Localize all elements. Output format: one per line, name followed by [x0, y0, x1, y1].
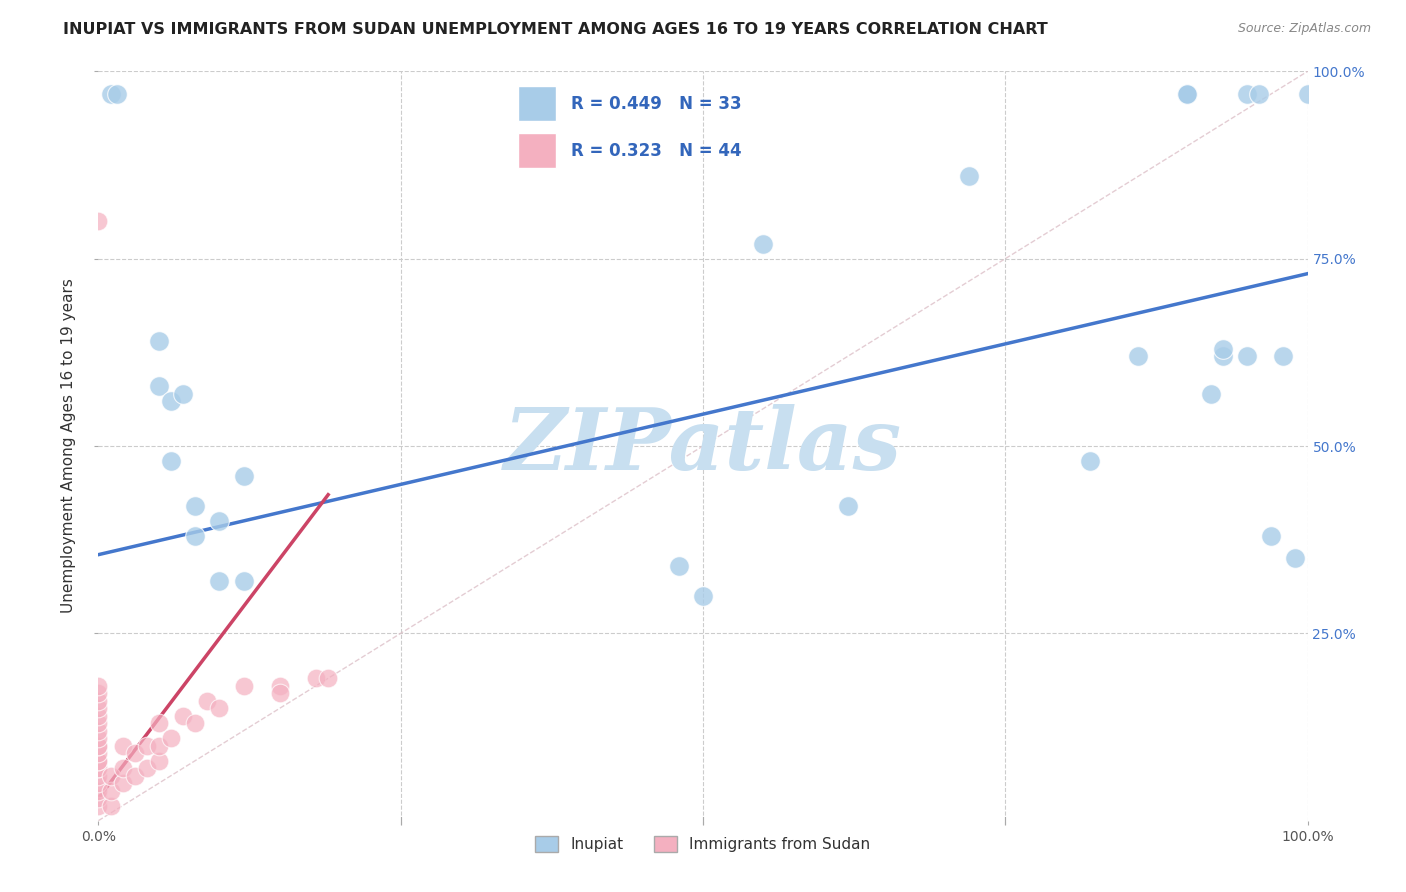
Point — [208, 574, 231, 588]
Point — [124, 769, 146, 783]
Point — [1128, 349, 1150, 363]
Text: Source: ZipAtlas.com: Source: ZipAtlas.com — [1237, 22, 1371, 36]
Point — [87, 679, 110, 693]
Point — [87, 754, 110, 768]
Point — [135, 739, 157, 753]
Point — [148, 739, 170, 753]
Point — [184, 716, 207, 731]
Point — [87, 761, 110, 775]
Point — [87, 694, 110, 708]
Point — [195, 694, 218, 708]
Point — [87, 739, 110, 753]
Bar — [517, 133, 557, 168]
Point — [148, 716, 170, 731]
Point — [208, 701, 231, 715]
Point — [172, 386, 194, 401]
Point — [87, 214, 110, 228]
Text: ZIPatlas: ZIPatlas — [503, 404, 903, 488]
Point — [100, 783, 122, 797]
Point — [837, 499, 859, 513]
Point — [232, 574, 254, 588]
Y-axis label: Unemployment Among Ages 16 to 19 years: Unemployment Among Ages 16 to 19 years — [60, 278, 76, 614]
Point — [1260, 529, 1282, 543]
Point — [87, 701, 110, 715]
Point — [135, 761, 157, 775]
Point — [87, 769, 110, 783]
Point — [1212, 342, 1234, 356]
Point — [87, 798, 110, 813]
Point — [87, 723, 110, 738]
Point — [100, 798, 122, 813]
Point — [1296, 87, 1319, 101]
Point — [1175, 87, 1198, 101]
Text: INUPIAT VS IMMIGRANTS FROM SUDAN UNEMPLOYMENT AMONG AGES 16 TO 19 YEARS CORRELAT: INUPIAT VS IMMIGRANTS FROM SUDAN UNEMPLO… — [63, 22, 1047, 37]
Point — [160, 394, 183, 409]
Point — [1175, 87, 1198, 101]
Point — [172, 708, 194, 723]
Point — [208, 514, 231, 528]
Point — [148, 334, 170, 348]
Point — [232, 469, 254, 483]
Point — [1272, 349, 1295, 363]
Point — [184, 529, 207, 543]
Point — [957, 169, 980, 184]
Point — [111, 761, 134, 775]
Point — [305, 671, 328, 685]
Point — [1236, 349, 1258, 363]
Point — [1284, 551, 1306, 566]
Bar — [517, 87, 557, 121]
Point — [269, 679, 291, 693]
Point — [87, 739, 110, 753]
Point — [111, 776, 134, 790]
Point — [1249, 87, 1271, 101]
Text: R = 0.449   N = 33: R = 0.449 N = 33 — [571, 95, 742, 112]
Point — [124, 746, 146, 760]
Text: R = 0.323   N = 44: R = 0.323 N = 44 — [571, 142, 742, 160]
Point — [87, 731, 110, 746]
Point — [752, 236, 775, 251]
Point — [269, 686, 291, 700]
Point — [1236, 87, 1258, 101]
Point — [87, 708, 110, 723]
Point — [1078, 454, 1101, 468]
Point — [111, 739, 134, 753]
Legend: Inupiat, Immigrants from Sudan: Inupiat, Immigrants from Sudan — [529, 830, 877, 858]
Point — [87, 776, 110, 790]
Point — [232, 679, 254, 693]
Point — [100, 769, 122, 783]
Point — [1199, 386, 1222, 401]
Point — [87, 746, 110, 760]
Point — [148, 754, 170, 768]
Point — [87, 716, 110, 731]
Point — [87, 783, 110, 797]
Point — [87, 686, 110, 700]
Point — [692, 589, 714, 603]
Point — [87, 754, 110, 768]
Point — [87, 791, 110, 805]
Point — [105, 87, 128, 101]
Point — [668, 558, 690, 573]
Point — [160, 731, 183, 746]
Point — [148, 379, 170, 393]
Point — [184, 499, 207, 513]
Point — [160, 454, 183, 468]
Point — [316, 671, 339, 685]
Point — [100, 87, 122, 101]
Point — [1175, 87, 1198, 101]
Point — [87, 761, 110, 775]
Point — [1212, 349, 1234, 363]
